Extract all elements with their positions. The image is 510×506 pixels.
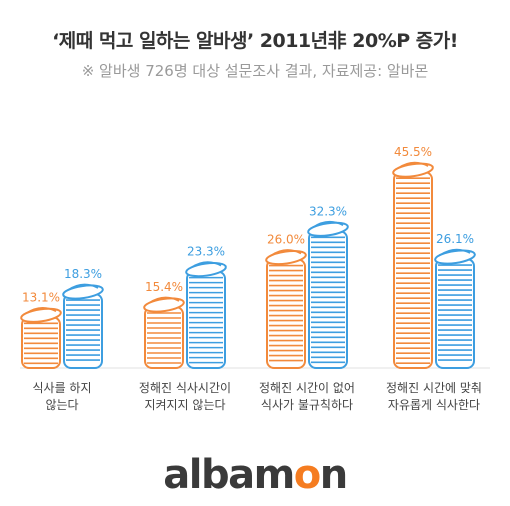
bowl-stack-bar <box>392 161 434 369</box>
category-label: 정해진 시간에 맞춰 자유롭게 식사한다 <box>386 381 482 412</box>
page-subtitle: ※ 알바생 726명 대상 설문조사 결과, 자료제공: 알바몬 <box>81 62 429 80</box>
value-label: 13.1% <box>22 290 60 304</box>
bowl-stack-bar <box>62 283 104 369</box>
bowl-stack-bar <box>20 307 62 370</box>
value-label: 15.4% <box>145 280 183 294</box>
value-label: 32.3% <box>309 204 347 218</box>
page-title: ‘제때 먹고 일하는 알바생’ 2011년非 20%P 증가! <box>52 30 458 52</box>
category-label: 식사를 하지 않는다 <box>32 381 91 412</box>
category-label: 정해진 시간이 없어 식사가 불규칙하다 <box>259 381 355 412</box>
bowl-stack-bar <box>265 249 307 369</box>
bowl-stack-bar <box>434 248 476 369</box>
value-label: 26.1% <box>436 232 474 246</box>
albamon-logo: albamon <box>163 452 348 498</box>
bowl-stack-bar <box>143 296 185 369</box>
value-label: 45.5% <box>394 145 432 159</box>
value-label: 23.3% <box>187 245 225 259</box>
category-label: 정해진 식사시간이 지켜지지 않는다 <box>139 381 231 412</box>
value-label: 26.0% <box>267 233 305 247</box>
bowl-stack-bar <box>185 261 227 369</box>
value-label: 18.3% <box>64 267 102 281</box>
bowl-stack-bar <box>307 220 349 369</box>
